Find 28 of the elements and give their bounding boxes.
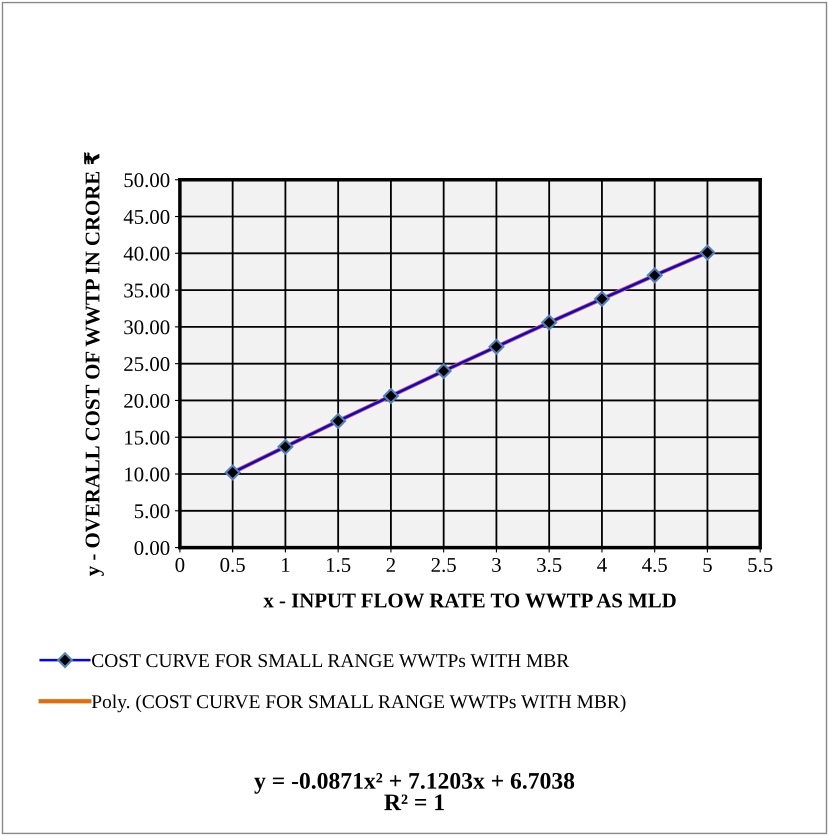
y-tick-label: 40.00 <box>124 246 170 261</box>
text: y = -0.0871x² + 7.1203x + 6.7038 R² = 1 <box>254 772 574 810</box>
y-axis-title: y - OVERALL COST OF WWTP IN CRORE ₹ <box>84 152 104 576</box>
y-tick-label: 30.00 <box>124 320 170 334</box>
y-tick-label: 15.00 <box>125 430 170 445</box>
y-tick-label: 20.00 <box>124 394 170 408</box>
y-tick-label: 45.00 <box>124 210 170 224</box>
y-tick-label: 25.00 <box>124 357 170 372</box>
x-tick-label: 4 <box>597 558 607 572</box>
x-tick-label: 2 <box>386 558 395 572</box>
x-tick-label: 3.5 <box>537 558 562 572</box>
x-tick-label: 1.5 <box>326 558 350 572</box>
y-tick-label: 0.00 <box>134 540 170 556</box>
x-tick-label: 1 <box>282 558 290 572</box>
x-tick-label: 5 <box>703 558 712 572</box>
legend-label: Poly. (COST CURVE FOR SMALL RANGE WWTPs WITH MBR) <box>92 694 626 712</box>
y-tick-label: 50.00 <box>124 173 170 188</box>
y-tick-label: 5.00 <box>134 504 170 518</box>
y-tick-label: 10.00 <box>125 467 170 482</box>
x-tick-label: 5.5 <box>748 558 772 572</box>
x-axis-title: x - INPUT FLOW RATE TO WWTP AS MLD <box>263 594 676 608</box>
y-tick-label: 35.00 <box>124 283 170 298</box>
x-tick-label: 2.5 <box>432 558 456 572</box>
x-tick-label: 0.5 <box>220 558 245 572</box>
x-tick-label: 0 <box>175 558 184 572</box>
x-tick-label: 3 <box>492 558 501 572</box>
legend-label: COST CURVE FOR SMALL RANGE WWTPs WITH MBR <box>92 654 570 668</box>
x-tick-label: 4.5 <box>642 558 667 572</box>
